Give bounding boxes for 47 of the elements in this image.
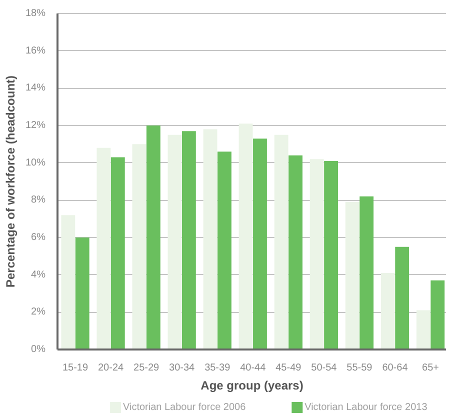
- y-tick-label: 4%: [31, 269, 46, 280]
- bar: [168, 134, 182, 350]
- bar: [430, 280, 445, 350]
- bar: [75, 238, 90, 350]
- x-tick-label: 20-24: [98, 362, 124, 374]
- bar: [110, 157, 125, 350]
- bar: [288, 155, 302, 350]
- bar: [380, 272, 395, 350]
- y-tick-label: 10%: [25, 157, 46, 168]
- x-tick-label: 50-54: [311, 362, 338, 374]
- bar: [182, 131, 196, 350]
- bar: [146, 126, 160, 350]
- y-tick-label: 14%: [25, 82, 46, 94]
- bar: [203, 129, 218, 350]
- y-axis-title: Percentage of workforce (headcount): [3, 75, 18, 288]
- x-tick-label: 55-59: [346, 362, 373, 374]
- bar: [324, 160, 338, 350]
- y-tick-label: 16%: [25, 45, 46, 56]
- bar: [96, 148, 111, 350]
- y-tick-label: 0%: [31, 344, 46, 355]
- legend-label: Victorian Labour force 2006: [122, 402, 246, 413]
- bar: [61, 215, 76, 350]
- bar: [274, 134, 288, 350]
- x-tick-label: 15-19: [62, 362, 88, 374]
- y-tick-label: 6%: [31, 232, 46, 243]
- bar: [132, 144, 146, 350]
- bar: [310, 159, 324, 350]
- y-tick-label: 12%: [25, 120, 46, 131]
- x-tick-label: 35-39: [204, 362, 231, 374]
- y-tick-label: 8%: [31, 194, 46, 206]
- x-axis-title: Age group (years): [200, 378, 304, 392]
- bar: [253, 138, 267, 350]
- legend-label: Victorian Labour force 2013: [304, 402, 428, 413]
- x-tick-label: 65+: [422, 362, 440, 374]
- x-tick-label: 25-29: [134, 362, 160, 374]
- bar: [360, 196, 374, 350]
- bar: [238, 124, 253, 350]
- x-tick-label: 45-49: [276, 362, 302, 374]
- x-tick-label: 40-44: [240, 362, 266, 374]
- bar: [345, 202, 360, 350]
- bar: [218, 152, 232, 350]
- x-tick-label: 60-64: [382, 362, 408, 374]
- x-tick-label: 30-34: [169, 362, 196, 374]
- y-tick-label: 2%: [31, 306, 46, 318]
- bar: [395, 246, 410, 350]
- bar: [416, 310, 430, 350]
- y-tick-label: 18%: [25, 8, 46, 19]
